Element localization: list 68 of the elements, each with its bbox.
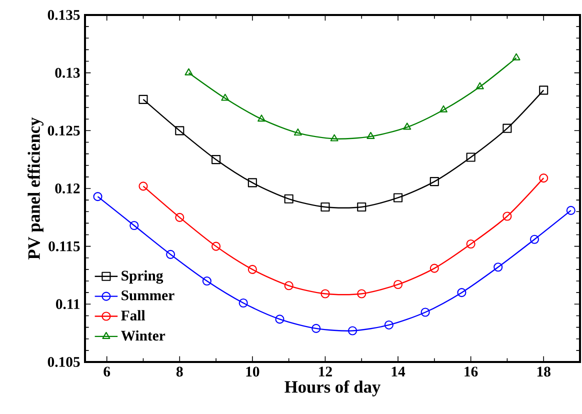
point bbox=[348, 326, 358, 336]
point bbox=[238, 298, 248, 308]
x-tick-label: 12 bbox=[319, 366, 332, 376]
point bbox=[530, 234, 540, 244]
point bbox=[393, 280, 403, 290]
point bbox=[248, 264, 257, 274]
y-tick-label: 0.125 bbox=[48, 126, 80, 136]
point bbox=[202, 276, 212, 286]
point bbox=[175, 126, 184, 136]
point bbox=[212, 155, 221, 164]
point bbox=[330, 134, 338, 142]
x-tick-label: 10 bbox=[246, 366, 260, 377]
point bbox=[275, 314, 284, 324]
point bbox=[357, 202, 366, 212]
point bbox=[294, 128, 302, 136]
point bbox=[512, 53, 520, 60]
point bbox=[384, 320, 394, 330]
x-tick-label: 16 bbox=[464, 366, 478, 377]
x-axis-title: Hours of day bbox=[284, 380, 380, 396]
y-tick-label: 0.13 bbox=[55, 68, 80, 78]
point bbox=[539, 174, 548, 183]
point bbox=[566, 206, 576, 215]
point bbox=[320, 202, 330, 212]
point bbox=[130, 220, 139, 230]
y-axis-title: PV panel efficiency bbox=[28, 117, 44, 260]
point bbox=[539, 86, 548, 95]
point bbox=[430, 177, 439, 186]
point bbox=[138, 94, 148, 104]
legend-label: Winter bbox=[121, 330, 166, 341]
y-tick-label: 0.105 bbox=[48, 357, 80, 367]
point bbox=[284, 281, 294, 290]
point bbox=[320, 289, 330, 298]
legend-label: Spring bbox=[122, 270, 164, 284]
point bbox=[420, 308, 430, 317]
point bbox=[138, 182, 148, 191]
point bbox=[366, 132, 375, 139]
point bbox=[494, 262, 503, 272]
point bbox=[476, 82, 484, 90]
point bbox=[502, 212, 512, 221]
legend-label: Summer bbox=[122, 290, 174, 300]
legend-label: Fall bbox=[121, 310, 146, 320]
point bbox=[212, 242, 221, 251]
y-tick-label: 0.12 bbox=[55, 184, 80, 194]
point bbox=[312, 324, 321, 333]
point bbox=[466, 239, 476, 249]
point bbox=[403, 122, 412, 130]
point bbox=[457, 288, 466, 298]
y-tick-label: 0.135 bbox=[48, 10, 80, 20]
x-tick-label: 6 bbox=[104, 366, 110, 377]
point bbox=[393, 193, 403, 202]
y-tick-label: 0.11 bbox=[56, 299, 80, 310]
point bbox=[258, 114, 266, 122]
point bbox=[284, 194, 294, 204]
x-tick-label: 14 bbox=[392, 366, 406, 376]
point bbox=[93, 192, 102, 202]
point bbox=[221, 94, 230, 101]
point bbox=[440, 105, 448, 112]
point bbox=[430, 264, 439, 273]
point bbox=[166, 250, 176, 259]
point bbox=[248, 178, 257, 188]
point bbox=[357, 289, 366, 298]
x-tick-label: 18 bbox=[537, 366, 550, 377]
point bbox=[466, 152, 476, 162]
x-tick-label: 8 bbox=[176, 366, 183, 377]
point bbox=[175, 212, 184, 222]
point bbox=[184, 68, 193, 76]
y-tick-label: 0.115 bbox=[48, 241, 80, 252]
point bbox=[502, 124, 512, 133]
